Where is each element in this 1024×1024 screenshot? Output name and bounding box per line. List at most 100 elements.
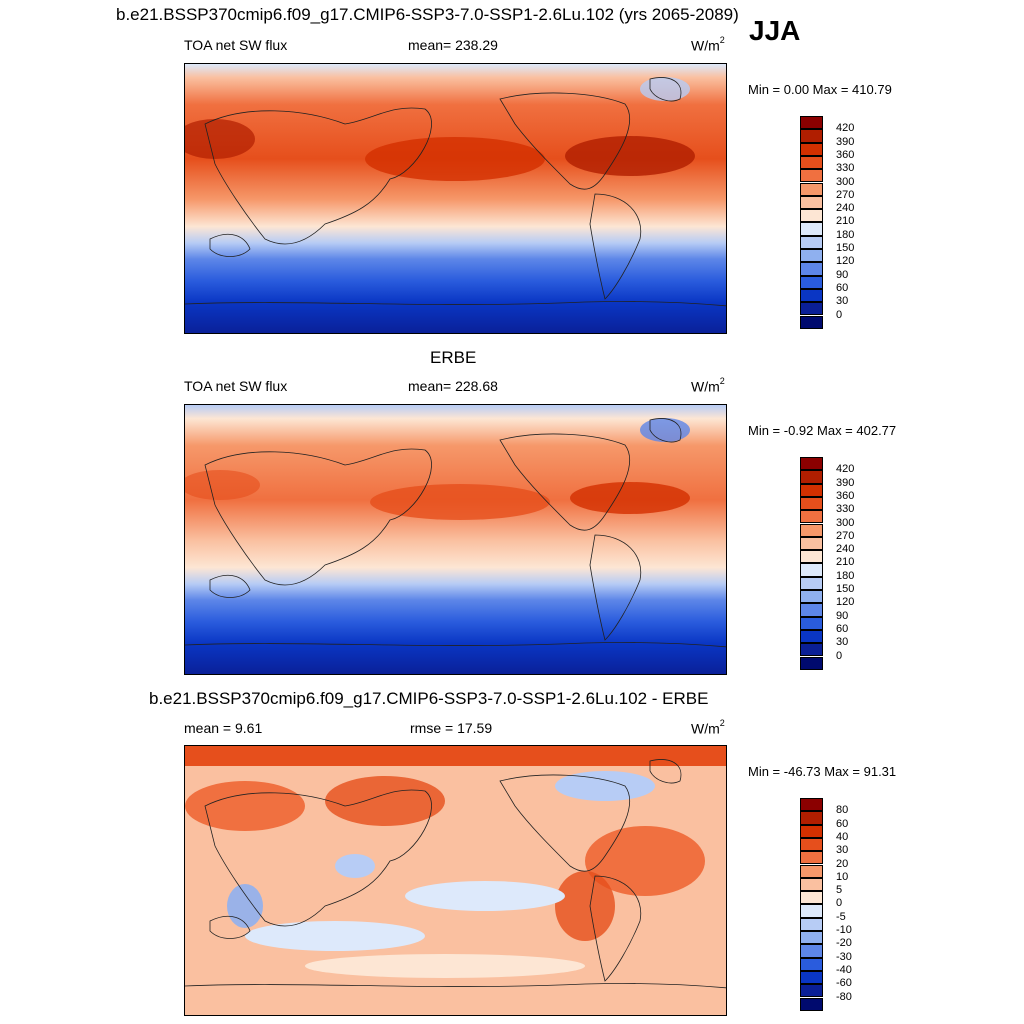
panel-3-mean: mean = 9.61 xyxy=(184,720,263,736)
colorbar-swatch xyxy=(800,262,823,276)
colorbar-swatch xyxy=(800,302,823,316)
colorbar-swatch xyxy=(800,576,823,590)
colorbar-tick-label: 180 xyxy=(836,228,855,241)
panel-3-title: b.e21.BSSP370cmip6.f09_g17.CMIP6-SSP3-7.… xyxy=(149,689,709,708)
panel-1-units: W/m2 xyxy=(691,35,725,54)
panel-1-units-base: W/m xyxy=(691,37,720,54)
colorbar-tick-label: 150 xyxy=(836,583,855,595)
colorbar-swatch xyxy=(800,656,823,670)
panel-3-units-sup: 2 xyxy=(719,718,725,728)
colorbar-swatch xyxy=(800,811,823,825)
colorbar-swatch xyxy=(800,288,823,303)
colorbar-tick-label: 150 xyxy=(836,242,855,254)
colorbar-tick-label: 0 xyxy=(836,649,843,662)
panel-2-units-base: W/m xyxy=(691,378,720,395)
colorbar-swatch xyxy=(800,169,823,183)
colorbar-swatch xyxy=(800,603,823,617)
colorbar-tick-label: 210 xyxy=(836,215,855,228)
colorbar-tick-label: 20 xyxy=(836,857,849,870)
colorbar-swatch xyxy=(800,116,823,130)
colorbar-swatch xyxy=(800,997,823,1011)
colorbar-tick-label: 60 xyxy=(836,622,849,635)
colorbar-tick-label: 90 xyxy=(836,268,849,281)
colorbar-tick-label: -60 xyxy=(836,977,852,990)
colorbar-swatch xyxy=(800,209,823,223)
colorbar-swatch xyxy=(800,957,823,971)
colorbar-swatch xyxy=(800,851,823,865)
colorbar-tick-label: 360 xyxy=(836,489,855,502)
colorbar-tick-label: 330 xyxy=(836,162,855,175)
colorbar-tick-label: 240 xyxy=(836,202,855,215)
colorbar-tick-label: 40 xyxy=(836,830,849,843)
colorbar-tick-label: 90 xyxy=(836,609,849,622)
colorbar-swatch xyxy=(800,496,823,511)
colorbar-tick-label: 10 xyxy=(836,870,849,883)
colorbar-tick-label: -40 xyxy=(836,963,852,976)
colorbar-swatch xyxy=(800,142,823,156)
colorbar-tick-label: 80 xyxy=(836,804,849,817)
colorbar-tick-label: -10 xyxy=(836,924,852,936)
panel-2-map xyxy=(184,404,727,675)
colorbar-tick-label: 210 xyxy=(836,556,855,569)
colorbar-tick-label: 420 xyxy=(836,122,855,135)
panel-3-units-base: W/m xyxy=(691,720,720,737)
panel-3-rmse: rmse = 17.59 xyxy=(410,720,493,736)
colorbar-swatch xyxy=(800,182,823,196)
panel-3-units: W/m2 xyxy=(691,718,725,737)
colorbar-swatch xyxy=(800,470,823,484)
colorbar-swatch xyxy=(800,944,823,958)
colorbar-tick-label: 120 xyxy=(836,255,855,268)
panel-1-left-label: TOA net SW flux xyxy=(184,37,288,53)
panel-2-minmax: Min = -0.92 Max = 402.77 xyxy=(748,423,897,438)
colorbar-tick-label: 5 xyxy=(836,884,843,897)
panel-2-title: ERBE xyxy=(430,348,477,367)
colorbar-tick-label: 60 xyxy=(836,281,849,294)
colorbar-swatch xyxy=(800,643,823,657)
colorbar-swatch xyxy=(800,155,823,170)
colorbar-swatch xyxy=(800,195,823,210)
colorbar-tick-label: 270 xyxy=(836,529,855,542)
colorbar-tick-label: 330 xyxy=(836,503,855,516)
colorbar-tick-label: 420 xyxy=(836,463,855,476)
colorbar-swatch xyxy=(800,510,823,524)
colorbar-swatch xyxy=(800,590,823,604)
panel-3-map xyxy=(184,745,727,1016)
colorbar-tick-label: 300 xyxy=(836,175,855,188)
colorbar-swatch xyxy=(800,616,823,630)
colorbar-swatch xyxy=(800,523,823,537)
colorbar-swatch xyxy=(800,536,823,551)
panel-3-minmax: Min = -46.73 Max = 91.31 xyxy=(748,764,897,779)
colorbar-swatch xyxy=(800,891,823,905)
colorbar-swatch xyxy=(800,129,823,143)
colorbar-swatch xyxy=(800,315,823,329)
colorbar-swatch xyxy=(800,235,823,249)
colorbar-swatch xyxy=(800,629,823,644)
colorbar-swatch xyxy=(800,563,823,577)
colorbar-swatch xyxy=(800,917,823,931)
colorbar-tick-label: 390 xyxy=(836,135,855,148)
panel-2-left-label: TOA net SW flux xyxy=(184,378,288,394)
colorbar-tick-label: 120 xyxy=(836,596,855,609)
colorbar-tick-label: 30 xyxy=(836,295,849,308)
colorbar-swatch xyxy=(800,550,823,564)
panel-1-map xyxy=(184,63,727,334)
colorbar-tick-label: 0 xyxy=(836,308,843,321)
panel-1-title: b.e21.BSSP370cmip6.f09_g17.CMIP6-SSP3-7.… xyxy=(116,5,739,24)
colorbar-tick-label: -80 xyxy=(836,990,852,1003)
panel-1-minmax: Min = 0.00 Max = 410.79 xyxy=(748,82,892,97)
colorbar-swatch xyxy=(800,984,823,998)
panel-2-units-sup: 2 xyxy=(719,376,725,386)
colorbar-tick-label: 0 xyxy=(836,897,843,910)
colorbar-tick-label: -30 xyxy=(836,950,852,963)
colorbar-tick-label: 60 xyxy=(836,817,849,830)
panel-1-units-sup: 2 xyxy=(719,35,725,45)
colorbar-swatch xyxy=(800,222,823,236)
colorbar-tick-label: 270 xyxy=(836,188,855,201)
colorbar-swatch xyxy=(800,249,823,263)
colorbar-swatch xyxy=(800,931,823,945)
colorbar-tick-label: 390 xyxy=(836,476,855,489)
colorbar-swatch xyxy=(800,904,823,918)
colorbar-tick-label: 240 xyxy=(836,543,855,556)
colorbar-swatch xyxy=(800,275,823,289)
colorbar-tick-label: 180 xyxy=(836,569,855,582)
